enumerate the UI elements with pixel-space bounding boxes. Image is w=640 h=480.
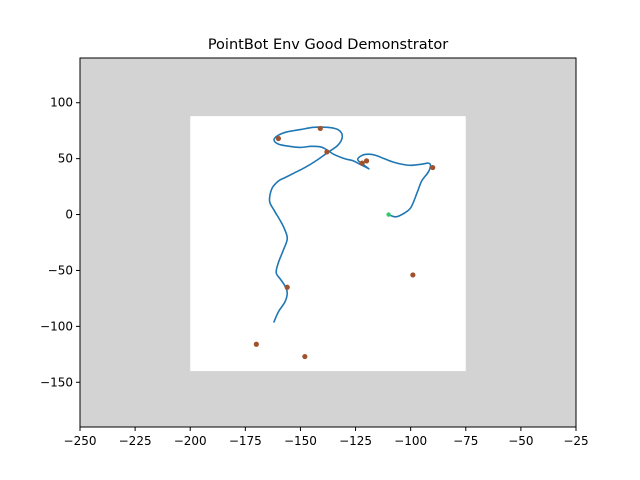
obstacle-point xyxy=(275,135,281,142)
x-tick-label: −100 xyxy=(394,434,427,448)
start-point xyxy=(386,212,391,217)
x-tick-label: −150 xyxy=(284,434,317,448)
y-tick-label: −150 xyxy=(40,375,73,389)
y-tick-label: −100 xyxy=(40,319,73,333)
x-tick-label: −200 xyxy=(174,434,207,448)
plot-area xyxy=(80,58,576,427)
x-tick-label: −175 xyxy=(229,434,262,448)
x-tick-label: −225 xyxy=(119,434,152,448)
chart-title: PointBot Env Good Demonstrator xyxy=(208,37,448,53)
x-tick-label: −50 xyxy=(508,434,533,448)
obstacle-point xyxy=(284,284,290,290)
y-tick-label: 50 xyxy=(58,152,73,166)
obstacle-point xyxy=(253,341,259,347)
obstacle-point xyxy=(410,272,416,278)
obstacle-point xyxy=(363,158,370,164)
trajectory-line xyxy=(268,126,432,323)
obstacle-point xyxy=(359,160,365,166)
obstacle-point xyxy=(302,353,308,360)
x-tick-label: −25 xyxy=(563,434,588,448)
x-tick-label: −250 xyxy=(64,434,97,448)
x-tick-label: −125 xyxy=(339,434,372,448)
axes-frame xyxy=(79,57,577,428)
free-region xyxy=(190,116,466,372)
chart-marks xyxy=(253,125,436,360)
y-tick-label: 0 xyxy=(65,208,73,222)
obstacle-point xyxy=(317,125,323,132)
y-tick-label: 100 xyxy=(50,96,73,110)
axes: −250 −225 −200 −175 −150 −125 −100 −75 −50 −25 −15… xyxy=(40,57,589,448)
x-tick-label: −75 xyxy=(453,434,478,448)
obstacle-point xyxy=(324,149,330,155)
y-tick-label: −50 xyxy=(48,263,73,277)
obstacle-point xyxy=(430,164,436,171)
